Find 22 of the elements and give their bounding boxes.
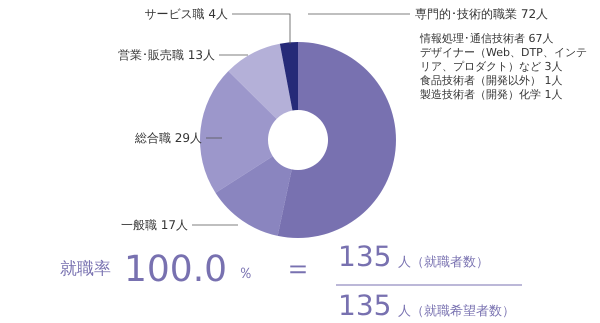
text: 100.0 [124,249,228,290]
text: 135 [338,289,392,322]
donut-slice [278,42,396,238]
text: ＝ [283,251,313,286]
donut-slice [280,42,298,111]
slice-label: 営業･販売職 13人 [118,48,215,62]
donut-slice [200,71,277,193]
donut-slice [228,44,292,119]
text: ％ [238,264,253,282]
text: 就職率 [60,259,111,279]
text: 135 [338,240,392,273]
text: 情報処理･通信技術者 67人 [420,32,554,46]
donut-slice [216,156,292,236]
text: 製造技術者（開発）化学 1人 [420,88,564,102]
text: 人（就職者数） [398,255,489,270]
text: デザイナー（Web、DTP、インテリア、プロダクト）など 3人 [420,46,588,74]
text: 人（就職希望者数） [398,304,515,319]
text: 食品技術者（開発以外） 1人 [420,74,564,88]
slice-label: 一般職 17人 [120,218,188,232]
slice-label: 総合職 29人 [134,131,202,145]
slice-label: 専門的･技術的職業 72人 [415,7,548,21]
slice-label: サービス職 4人 [144,7,228,21]
